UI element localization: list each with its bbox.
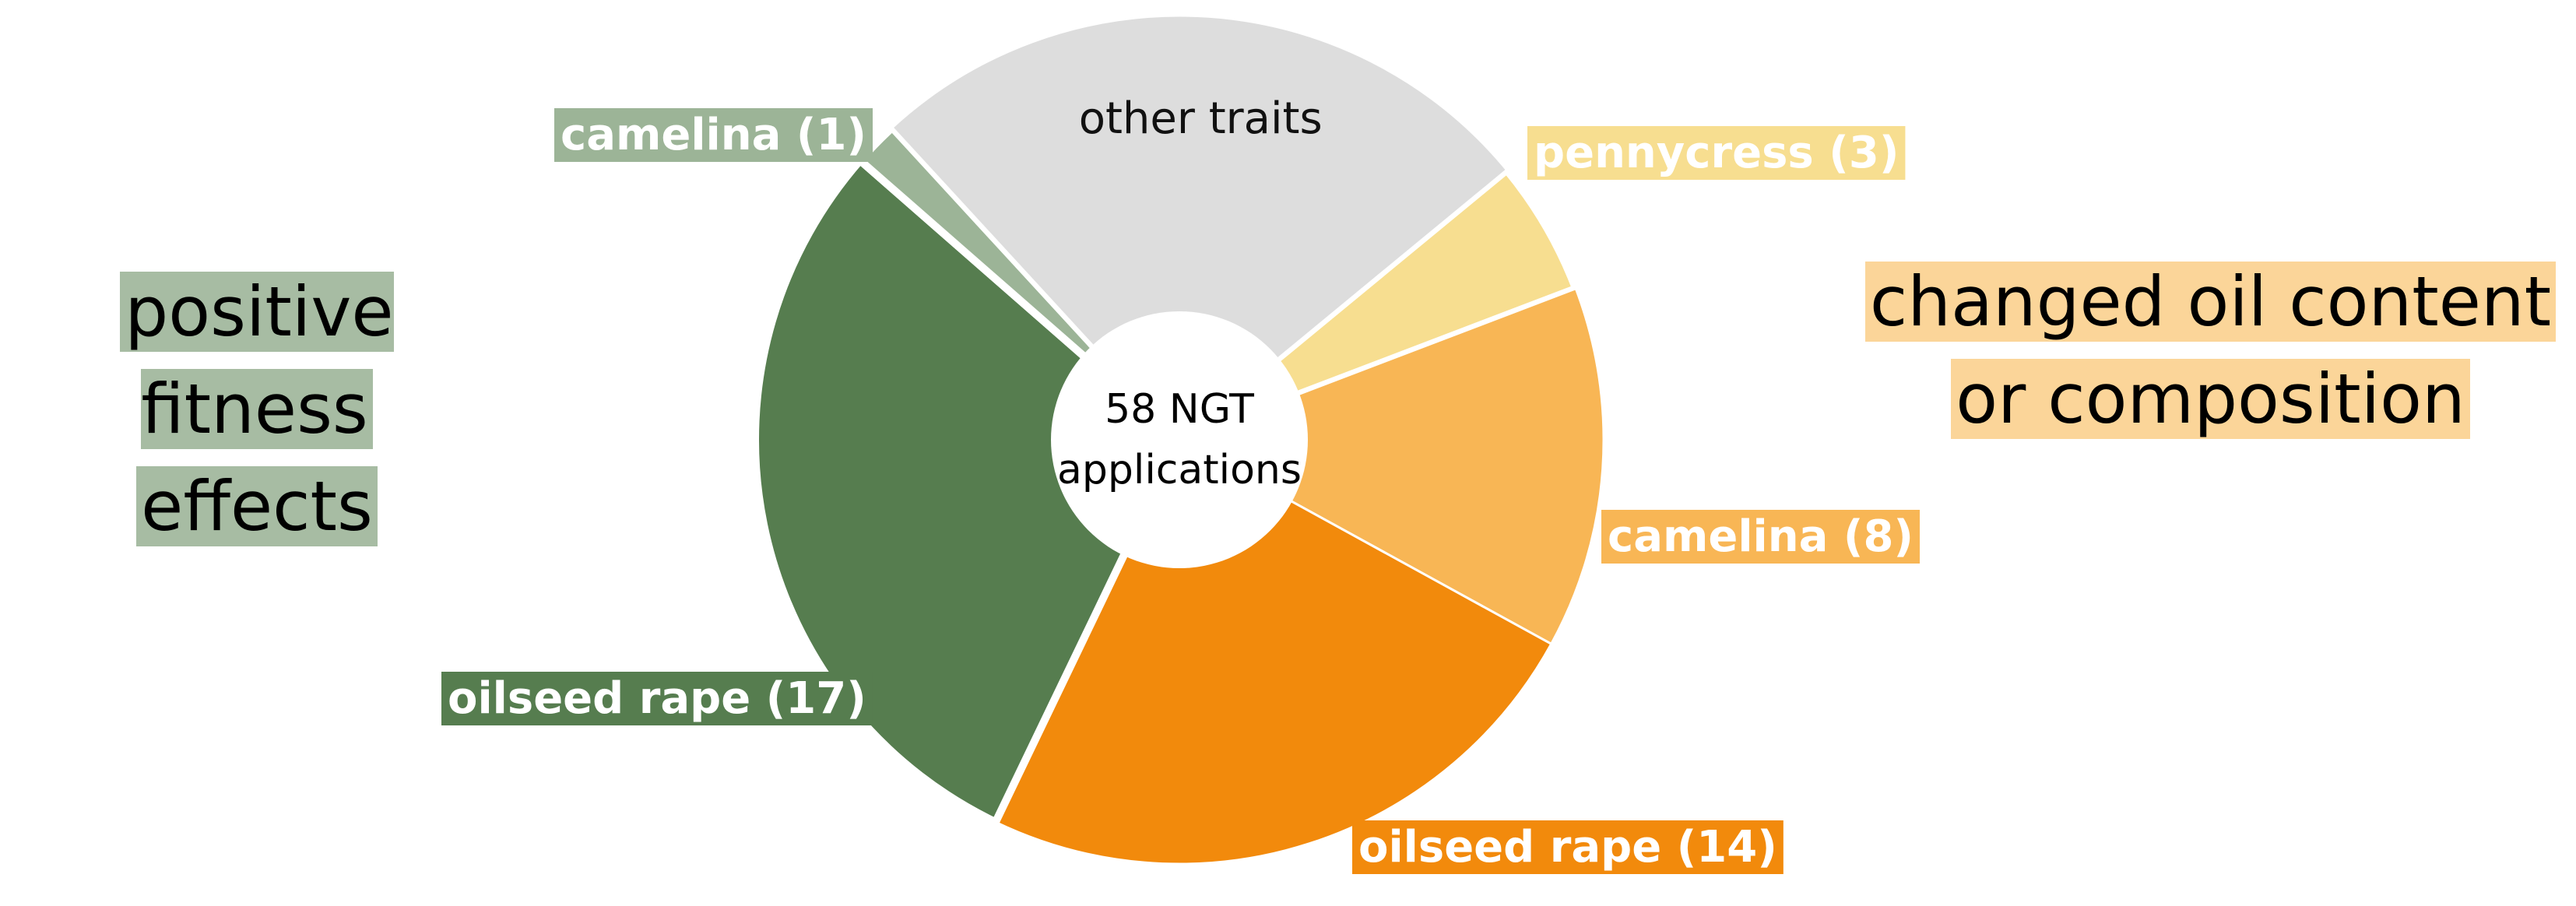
slice-label-text: camelina (8) [1608, 511, 1914, 562]
slice-label: oilseed rape (17) [441, 672, 873, 725]
slice-label: oilseed rape (14) [1352, 820, 1784, 874]
slice-label: camelina (1) [554, 108, 873, 162]
group-label-positive-fitness: positive fitness effects [0, 263, 514, 555]
center-label-line: applications [1057, 447, 1302, 493]
pie-slice [751, 155, 1185, 827]
slice-label-text: other traits [1079, 93, 1323, 144]
group-label-oil-content: changed oil content or composition [1845, 253, 2576, 448]
group-label-line: effects [136, 466, 378, 546]
group-label-line: changed oil content [1864, 262, 2557, 342]
center-label-line: 58 NGT [1105, 386, 1254, 433]
slice-label-text: oilseed rape (17) [448, 673, 866, 724]
group-label-line: positive fitness [120, 272, 394, 449]
group-label-line: or composition [1951, 359, 2470, 439]
slice-label-text: camelina (1) [561, 110, 866, 160]
pie-slice [890, 14, 1509, 442]
slice-label-text: oilseed rape (14) [1358, 822, 1777, 873]
pie-slice [1176, 286, 1605, 646]
slice-label: pennycress (3) [1527, 126, 1906, 180]
slice-label-text: pennycress (3) [1534, 128, 1899, 178]
slice-label: camelina (8) [1601, 510, 1921, 564]
donut-hole [1051, 311, 1308, 568]
